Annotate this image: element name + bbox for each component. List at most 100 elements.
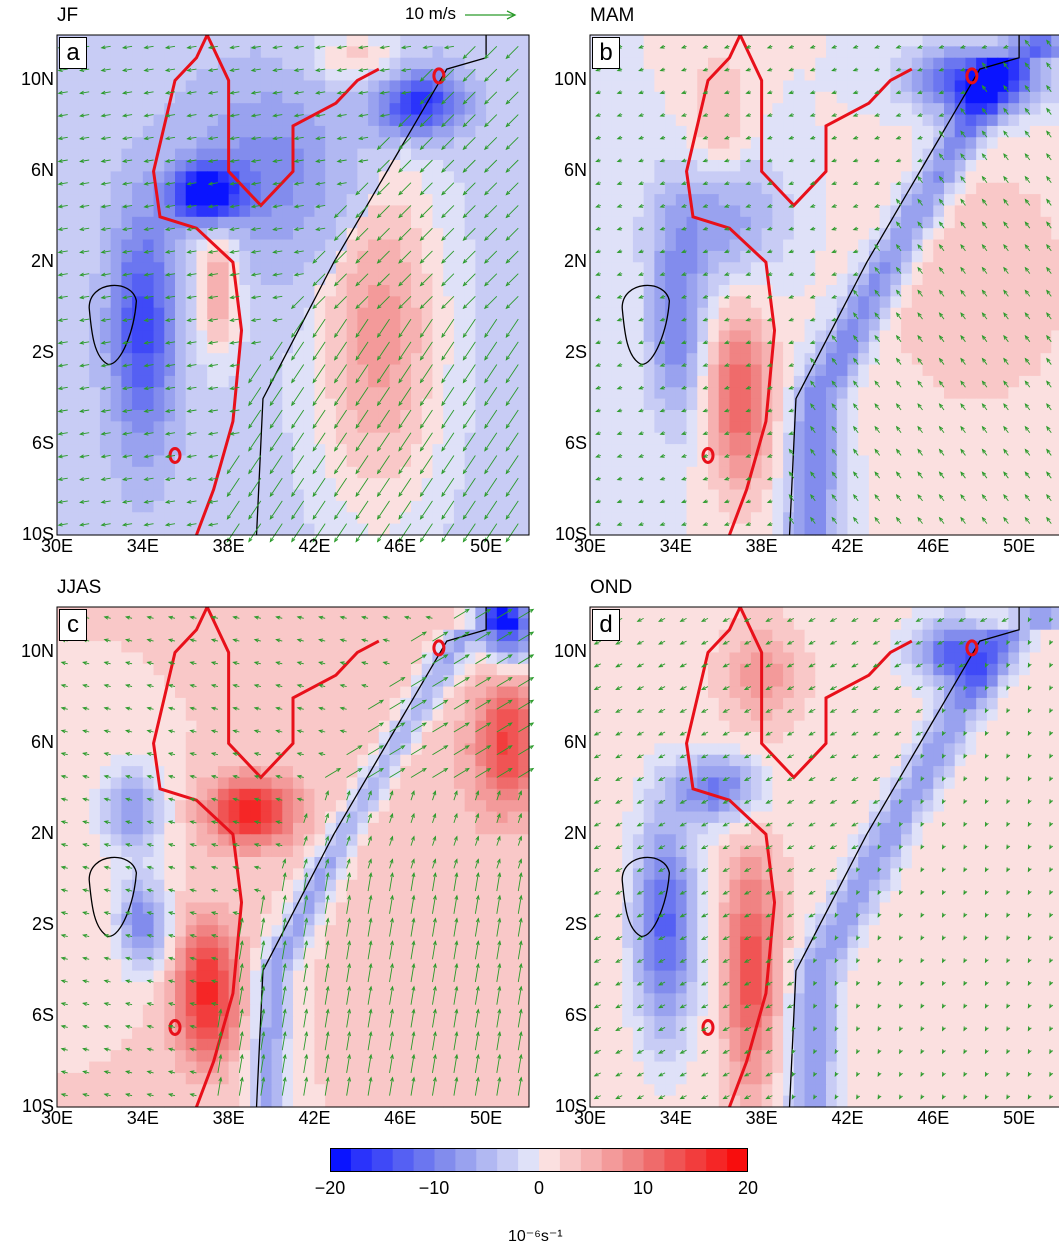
field-cell xyxy=(783,330,795,343)
field-cell xyxy=(933,114,945,127)
wind-vector xyxy=(334,387,348,406)
field-cell xyxy=(654,489,666,502)
field-cell xyxy=(389,239,401,252)
wind-vector xyxy=(398,250,412,264)
wind-vector-head xyxy=(505,537,510,543)
field-cell xyxy=(954,69,967,82)
field-cell xyxy=(826,523,838,536)
field-cell xyxy=(432,375,444,388)
field-cell xyxy=(99,523,112,536)
wind-vector xyxy=(463,250,476,264)
field-cell xyxy=(847,387,859,400)
field-cell xyxy=(346,125,358,138)
field-cell xyxy=(826,353,838,366)
field-cell xyxy=(836,500,849,513)
field-cell xyxy=(826,262,838,275)
field-cell xyxy=(228,296,240,309)
field-cell xyxy=(303,353,316,366)
field-cell xyxy=(750,205,763,218)
field-cell xyxy=(761,341,773,354)
wind-vector xyxy=(273,159,283,162)
topography-contour xyxy=(701,446,715,464)
wind-vector-head xyxy=(484,77,489,82)
wind-vector xyxy=(144,455,154,458)
field-cell xyxy=(314,432,326,445)
wind-vector xyxy=(505,182,519,196)
field-cell xyxy=(507,91,519,104)
wind-vector-head xyxy=(57,386,63,391)
wind-vector-head xyxy=(250,136,256,141)
field-cell xyxy=(464,421,476,434)
wind-vector-head xyxy=(441,99,446,105)
field-cell xyxy=(1008,46,1020,59)
field-cell xyxy=(1029,160,1042,172)
wind-vector-head xyxy=(100,158,106,163)
field-cell xyxy=(132,160,144,172)
field-cell xyxy=(654,137,666,150)
field-cell xyxy=(486,114,498,127)
wind-vector-head xyxy=(505,355,510,361)
field-cell xyxy=(600,512,613,525)
field-cell xyxy=(400,330,412,343)
field-cell xyxy=(632,432,645,445)
field-cell xyxy=(314,330,326,343)
wind-vector-head xyxy=(186,181,192,186)
field-cell xyxy=(1008,171,1020,184)
field-cell xyxy=(1051,114,1059,127)
field-cell xyxy=(475,489,487,502)
wind-vector xyxy=(230,159,240,162)
wind-vector-head xyxy=(100,454,106,459)
wind-vector xyxy=(420,250,433,264)
wind-vector-head xyxy=(419,190,425,196)
wind-vector xyxy=(462,318,476,338)
wind-vector-head xyxy=(121,408,128,413)
field-cell xyxy=(518,114,530,127)
field-cell xyxy=(110,375,122,388)
field-cell xyxy=(976,330,988,343)
field-cell xyxy=(1019,103,1031,116)
wind-vector-head xyxy=(250,45,256,50)
field-cell xyxy=(464,80,476,93)
field-cell xyxy=(858,285,870,297)
field-cell xyxy=(314,421,326,434)
field-cell xyxy=(976,194,988,207)
field-cell xyxy=(282,160,294,172)
wind-vector xyxy=(505,114,519,127)
field-cell xyxy=(325,69,337,82)
field-cell xyxy=(665,296,677,309)
field-cell xyxy=(740,466,752,479)
wind-vector xyxy=(484,500,498,520)
wind-vector xyxy=(144,341,154,344)
wind-vector-head xyxy=(143,318,149,322)
field-cell xyxy=(78,125,90,138)
field-cell xyxy=(260,103,273,116)
field-cell xyxy=(1040,171,1052,184)
field-cell xyxy=(665,500,677,513)
field-cell xyxy=(761,319,773,332)
field-cell xyxy=(132,57,144,70)
field-cell xyxy=(954,341,967,354)
field-cell xyxy=(314,114,326,127)
field-cell xyxy=(453,500,466,513)
field-cell xyxy=(761,285,773,297)
wind-vector-head xyxy=(269,514,274,520)
wind-vector-head xyxy=(250,295,256,300)
field-cell xyxy=(793,262,806,275)
field-cell xyxy=(142,91,155,104)
wind-vector-head xyxy=(852,67,858,72)
field-cell xyxy=(911,216,924,229)
field-cell xyxy=(793,432,806,445)
wind-vector xyxy=(58,273,68,276)
field-cell xyxy=(632,341,645,354)
field-cell xyxy=(879,478,891,491)
field-cell xyxy=(879,353,891,366)
field-cell xyxy=(600,444,613,457)
field-cell xyxy=(421,46,434,59)
field-cell xyxy=(665,410,677,422)
field-cell xyxy=(783,285,795,297)
field-cell xyxy=(164,319,176,332)
field-cell xyxy=(590,500,602,513)
wind-vector-head xyxy=(462,537,467,543)
wind-vector-head xyxy=(419,423,425,429)
field-cell xyxy=(260,466,273,479)
